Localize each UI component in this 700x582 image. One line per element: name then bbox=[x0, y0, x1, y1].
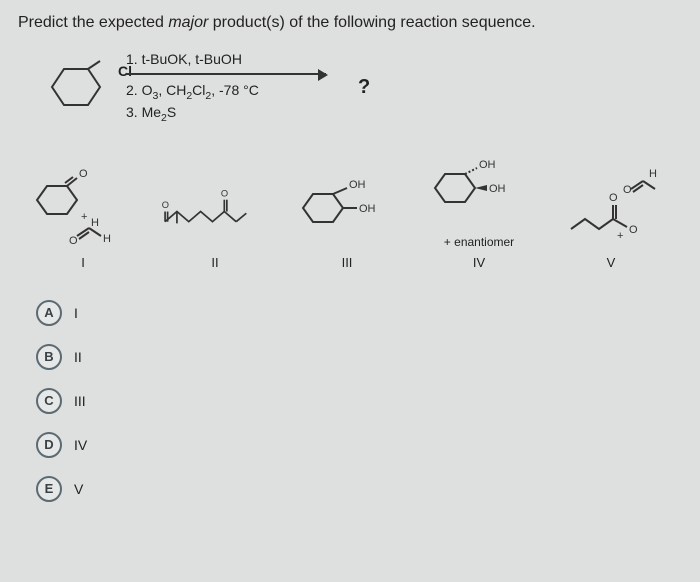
choice-e[interactable]: E V bbox=[36, 476, 682, 502]
condition-step3: 3. Me2S bbox=[126, 103, 326, 125]
svg-text:O: O bbox=[69, 235, 78, 247]
choice-b[interactable]: B II bbox=[36, 344, 682, 370]
product-numeral: II bbox=[211, 255, 218, 270]
question-prompt: Predict the expected major product(s) of… bbox=[18, 14, 682, 32]
svg-text:+: + bbox=[81, 211, 87, 223]
svg-text:H: H bbox=[91, 217, 99, 229]
product-5: O O + O H V bbox=[556, 169, 666, 270]
product-numeral: I bbox=[81, 255, 85, 270]
answer-structures: O + H O H I bbox=[28, 149, 682, 270]
prompt-text-before: Predict the expected bbox=[18, 14, 168, 31]
choice-label: III bbox=[74, 393, 86, 409]
choice-letter: E bbox=[36, 476, 62, 502]
product-numeral: IV bbox=[473, 255, 485, 270]
enantiomer-note: + enantiomer bbox=[444, 235, 514, 249]
svg-text:H: H bbox=[649, 169, 657, 180]
product-numeral: III bbox=[342, 255, 353, 270]
choice-label: IV bbox=[74, 437, 87, 453]
choice-d[interactable]: D IV bbox=[36, 432, 682, 458]
condition-step1: 1. t-BuOK, t-BuOH bbox=[126, 50, 326, 69]
svg-text:O: O bbox=[623, 184, 632, 196]
choice-label: II bbox=[74, 349, 82, 365]
condition-step2: 2. O3, CH2Cl2, -78 °C bbox=[126, 81, 326, 103]
svg-text:O: O bbox=[629, 224, 638, 236]
product-question-mark: ? bbox=[358, 76, 370, 99]
reaction-conditions: 1. t-BuOK, t-BuOH 2. O3, CH2Cl2, -78 °C … bbox=[126, 50, 326, 125]
svg-text:O: O bbox=[162, 200, 169, 210]
answer-choices: A I B II C III D IV E V bbox=[36, 300, 682, 502]
choice-letter: A bbox=[36, 300, 62, 326]
svg-text:O: O bbox=[79, 168, 88, 180]
product-numeral: V bbox=[607, 255, 616, 270]
product-4: OH OH + enantiomer IV bbox=[424, 149, 534, 270]
choice-letter: B bbox=[36, 344, 62, 370]
choice-a[interactable]: A I bbox=[36, 300, 682, 326]
choice-label: I bbox=[74, 305, 78, 321]
svg-text:H: H bbox=[103, 233, 111, 245]
reaction-scheme: Cl 1. t-BuOK, t-BuOH 2. O3, CH2Cl2, -78 … bbox=[48, 50, 682, 125]
starting-material: Cl bbox=[48, 59, 108, 115]
svg-text:+: + bbox=[617, 230, 623, 242]
choice-letter: D bbox=[36, 432, 62, 458]
svg-text:OH: OH bbox=[479, 159, 496, 171]
svg-text:O: O bbox=[221, 188, 228, 198]
svg-text:OH: OH bbox=[359, 203, 376, 215]
product-2: O O II bbox=[160, 169, 270, 270]
svg-text:OH: OH bbox=[349, 179, 366, 191]
prompt-italic: major bbox=[168, 14, 208, 31]
prompt-text-after: product(s) of the following reaction seq… bbox=[208, 14, 535, 31]
product-1: O + H O H I bbox=[28, 169, 138, 270]
choice-c[interactable]: C III bbox=[36, 388, 682, 414]
reaction-arrow bbox=[126, 73, 326, 75]
product-3: OH OH III bbox=[292, 169, 402, 270]
choice-letter: C bbox=[36, 388, 62, 414]
choice-label: V bbox=[74, 481, 83, 497]
svg-text:O: O bbox=[609, 192, 618, 204]
svg-text:OH: OH bbox=[489, 183, 506, 195]
